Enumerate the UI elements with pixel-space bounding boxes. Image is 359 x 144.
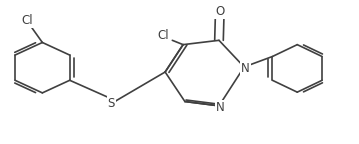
Text: N: N bbox=[216, 101, 224, 114]
Text: Cl: Cl bbox=[158, 29, 169, 42]
Text: Cl: Cl bbox=[22, 14, 33, 27]
Text: S: S bbox=[108, 97, 115, 110]
Text: N: N bbox=[241, 62, 250, 75]
Text: O: O bbox=[215, 5, 224, 18]
